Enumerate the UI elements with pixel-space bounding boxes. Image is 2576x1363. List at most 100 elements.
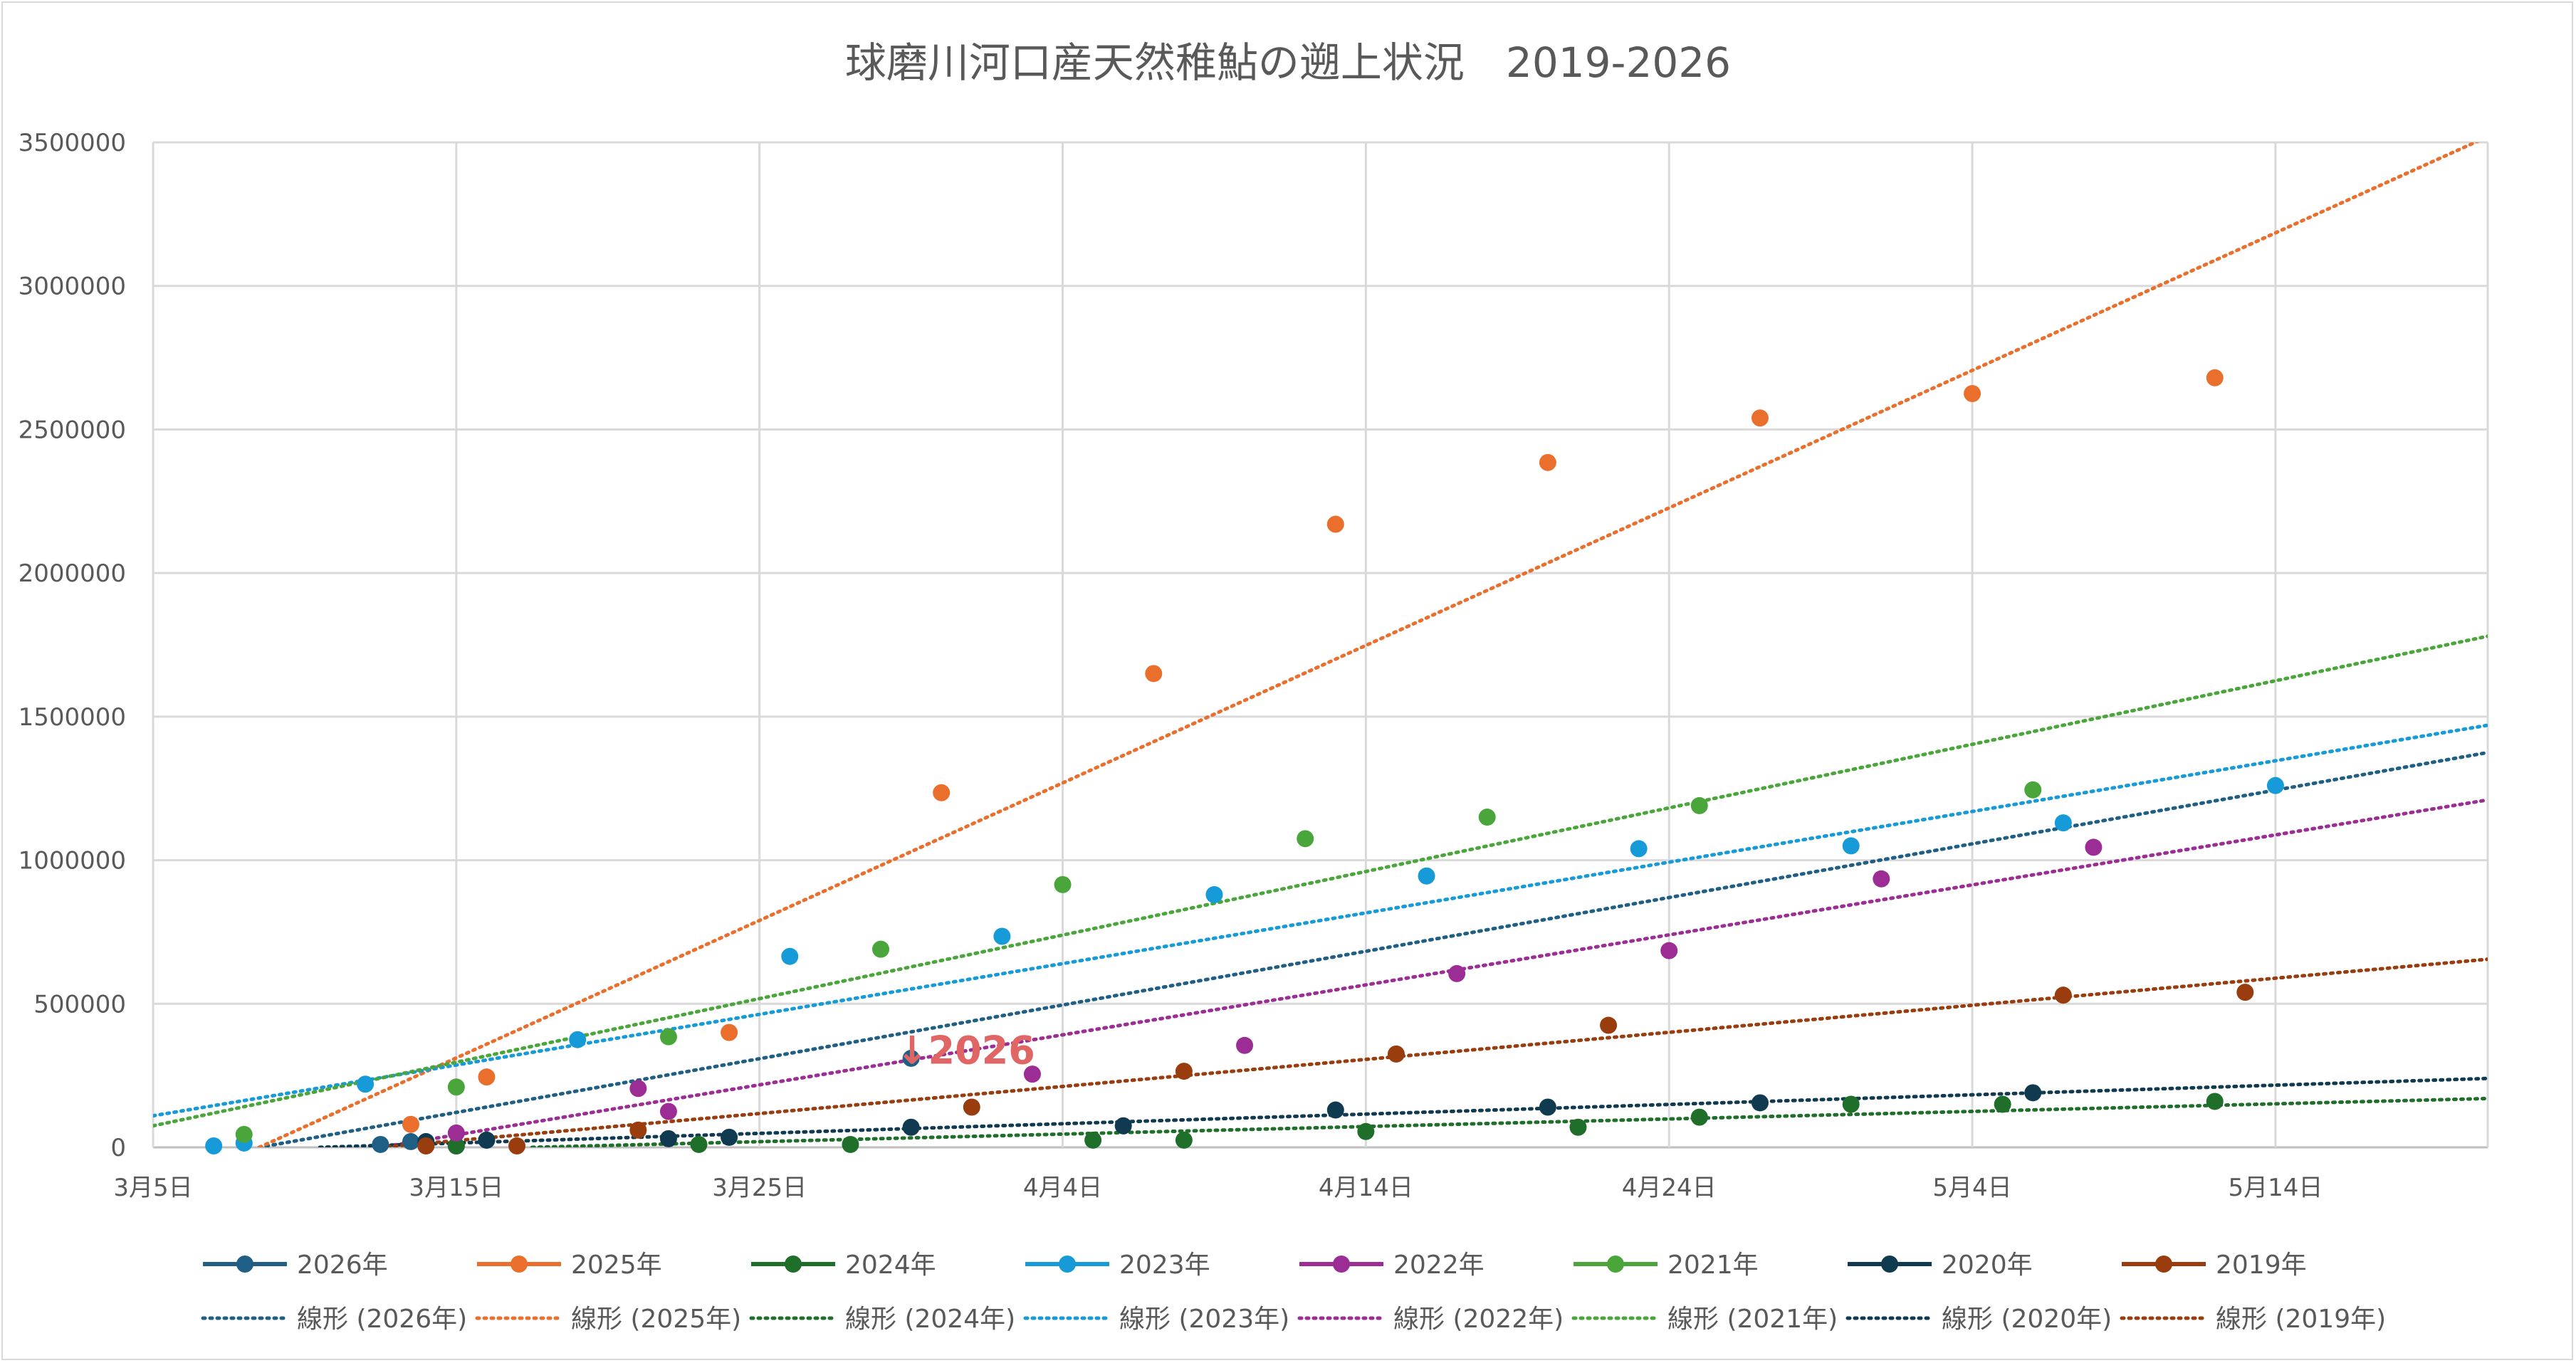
point-2021	[1297, 830, 1314, 848]
point-2019	[417, 1137, 435, 1154]
x-tick-label: 4月14日	[1319, 1174, 1413, 1202]
legend-marker-dot	[2155, 1256, 2172, 1273]
point-2020	[1114, 1117, 1132, 1135]
point-2020	[478, 1131, 496, 1149]
point-2025	[933, 784, 951, 801]
trendline-2021	[153, 634, 2488, 1128]
trendline-2023	[153, 723, 2488, 1118]
legend-trend-label: 線形 (2025年)	[571, 1305, 741, 1334]
point-2021	[2024, 781, 2042, 799]
x-tick-label: 3月25日	[712, 1174, 807, 1202]
legend-marker-dot	[511, 1256, 528, 1273]
point-2024	[1690, 1108, 1708, 1126]
point-2022	[447, 1124, 465, 1142]
legend-trend-label: 線形 (2021年)	[1667, 1305, 1838, 1334]
point-2019	[1175, 1063, 1193, 1080]
chart-title: 球磨川河口産天然稚鮎の遡上状況 2019-2026	[845, 38, 1731, 87]
legend-trend-label: 線形 (2026年)	[297, 1305, 467, 1334]
point-2025	[1145, 665, 1163, 683]
trendlines	[153, 142, 2488, 1147]
point-2019	[629, 1121, 647, 1139]
point-2024	[1994, 1095, 2011, 1113]
y-axis-ticks: 0 500000 1000000 1500000 2000000 2500000 30000…	[19, 129, 126, 1162]
legend-trend-label: 線形 (2023年)	[1119, 1305, 1289, 1334]
point-2025	[1751, 409, 1769, 427]
annotation-2026: ↓2026	[896, 1028, 1035, 1073]
legend-label: 2025年	[571, 1251, 662, 1280]
point-2026	[372, 1135, 389, 1153]
legend-marker-dot	[785, 1256, 802, 1273]
point-2022	[629, 1080, 647, 1098]
point-2020	[1539, 1098, 1556, 1116]
point-2022	[1023, 1065, 1041, 1083]
legend-label: 2026年	[297, 1251, 388, 1280]
point-2024	[1084, 1131, 1102, 1149]
legend-trend-label: 線形 (2020年)	[1942, 1305, 2112, 1334]
point-2023	[2054, 814, 2072, 832]
point-2024	[690, 1135, 708, 1153]
legend-label: 2022年	[1393, 1251, 1485, 1280]
gridlines	[152, 141, 2489, 1149]
trendline-2022	[378, 798, 2488, 1147]
point-2020	[659, 1130, 677, 1147]
data-points	[205, 369, 2284, 1154]
point-2026	[902, 1049, 920, 1067]
point-2024	[2206, 1093, 2224, 1110]
point-2023	[1630, 840, 1648, 858]
legend-label: 2024年	[845, 1251, 936, 1280]
point-2021	[235, 1125, 253, 1143]
y-tick-label: 3000000	[19, 273, 126, 301]
y-tick-label: 500000	[33, 990, 126, 1019]
legend-marker-dot	[1881, 1256, 1898, 1273]
point-2025	[2206, 369, 2224, 386]
x-tick-label: 5月14日	[2228, 1174, 2323, 1202]
point-2024	[447, 1137, 465, 1154]
trendline-2019	[378, 957, 2488, 1147]
x-tick-label: 4月4日	[1023, 1174, 1102, 1202]
y-tick-label: 3500000	[19, 129, 126, 157]
point-2020	[721, 1128, 738, 1146]
point-2021	[872, 940, 890, 958]
legend-label: 2023年	[1119, 1251, 1210, 1280]
point-2025	[1326, 515, 1344, 533]
point-2021	[447, 1078, 465, 1096]
x-tick-label: 3月5日	[113, 1174, 192, 1202]
point-2021	[1478, 809, 1496, 826]
point-2022	[2085, 838, 2103, 856]
point-2025	[1539, 453, 1556, 471]
point-2019	[2236, 984, 2254, 1001]
legend-trend-label: 線形 (2022年)	[1393, 1305, 1564, 1334]
point-2019	[508, 1137, 526, 1154]
point-2022	[1873, 870, 1890, 888]
trendline-2024	[530, 1096, 2488, 1147]
point-2020	[2024, 1084, 2042, 1102]
point-2020	[1751, 1094, 1769, 1112]
point-2021	[1054, 875, 1072, 893]
y-tick-label: 2000000	[19, 559, 126, 588]
trendline-2020	[318, 1076, 2488, 1147]
point-2022	[659, 1102, 677, 1120]
point-2023	[2266, 777, 2284, 794]
legend-trend-label: 線形 (2019年)	[2216, 1305, 2386, 1334]
point-2019	[2054, 986, 2072, 1004]
legend-marker-dot	[1333, 1256, 1350, 1273]
point-2022	[1448, 964, 1466, 982]
point-2025	[1964, 385, 1981, 402]
point-2019	[1600, 1016, 1618, 1034]
y-tick-label: 1500000	[19, 703, 126, 732]
y-tick-label: 0	[110, 1134, 126, 1162]
legend-label: 2021年	[1667, 1251, 1759, 1280]
point-2024	[1357, 1122, 1375, 1140]
point-2023	[357, 1075, 375, 1093]
legend-label: 2019年	[2216, 1251, 2307, 1280]
legend-trend-label: 線形 (2024年)	[845, 1305, 1015, 1334]
point-2022	[1236, 1036, 1254, 1054]
x-tick-label: 5月4日	[1932, 1174, 2011, 1202]
point-2021	[1690, 796, 1708, 814]
point-2020	[902, 1118, 920, 1136]
x-tick-label: 4月24日	[1622, 1174, 1717, 1202]
legend-marker-dot	[1607, 1256, 1624, 1273]
